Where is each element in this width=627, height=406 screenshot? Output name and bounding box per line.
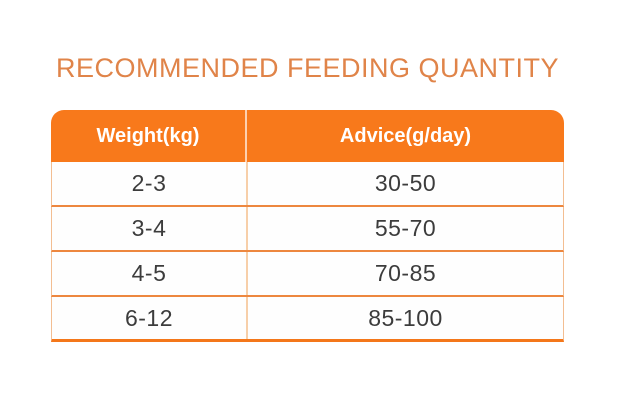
- weight-cell: 2-3: [52, 162, 248, 205]
- advice-cell: 70-85: [374, 260, 437, 286]
- weight-cell: 3-4: [52, 207, 248, 250]
- advice-cell: 85-100: [368, 304, 443, 331]
- feeding-table: Weight(kg) Advice(g/day) 2-3 30-50 3-4 5…: [51, 110, 564, 342]
- advice-cell: 30-50: [374, 170, 437, 196]
- page-title: RECOMMENDED FEEDING QUANTITY: [55, 53, 560, 83]
- table-header-row: Weight(kg) Advice(g/day): [51, 110, 564, 162]
- weight-cell: 4-5: [52, 252, 248, 295]
- column-header-advice: Advice(g/day): [339, 124, 472, 147]
- table-row: 6-12 85-100: [51, 297, 564, 342]
- table-row: 2-3 30-50: [51, 162, 564, 207]
- advice-cell: 55-70: [374, 215, 437, 241]
- weight-cell: 6-12: [52, 297, 248, 339]
- table-row: 4-5 70-85: [51, 252, 564, 297]
- column-header-weight: Weight(kg): [51, 110, 247, 162]
- table-row: 3-4 55-70: [51, 207, 564, 252]
